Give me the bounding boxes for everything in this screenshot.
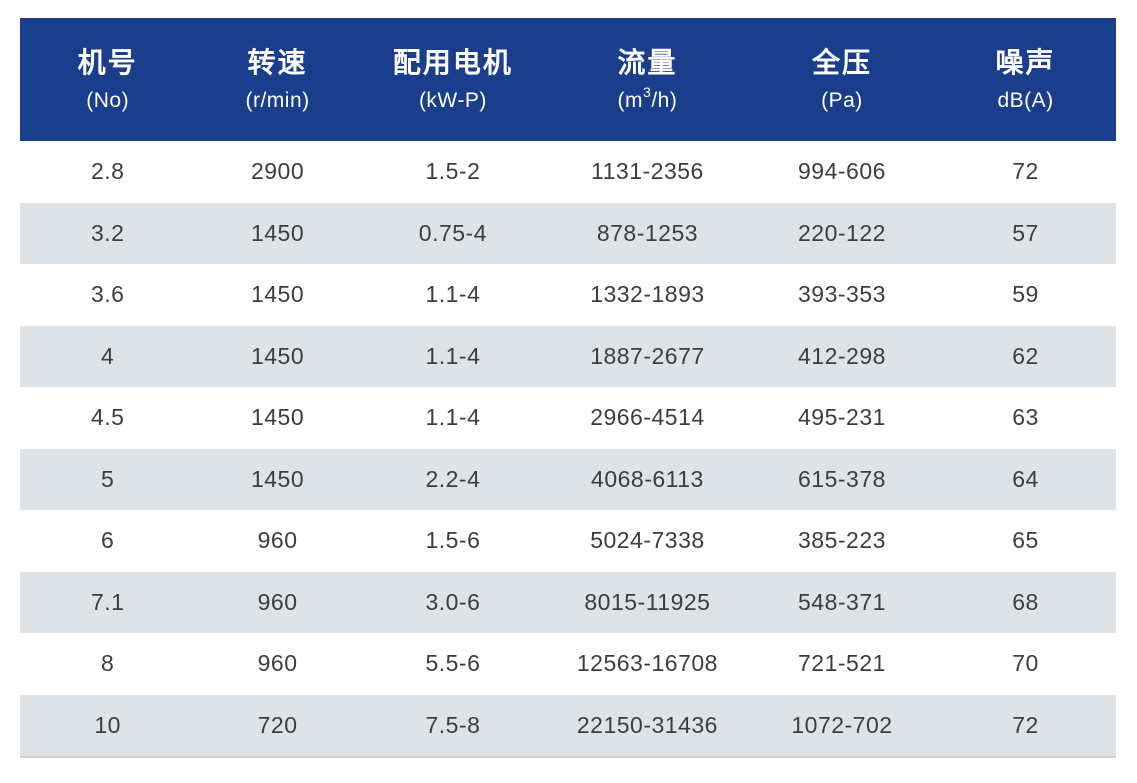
- table-cell: 4068-6113: [591, 465, 704, 492]
- table-cell: 65: [1012, 527, 1039, 554]
- table-cell: 57: [1012, 219, 1039, 246]
- table-cell: 721-521: [798, 650, 886, 677]
- table-row: 3.6 1450 1.1-4 1332-1893 393-353 59: [20, 264, 1116, 326]
- table-cell: 1.1-4: [425, 281, 481, 308]
- table-cell: 1450: [250, 465, 305, 492]
- table-cell: 72: [1012, 711, 1039, 738]
- table-cell: 1.5-2: [425, 158, 481, 185]
- table-cell: 63: [1012, 404, 1039, 431]
- col-unit: (No): [86, 88, 130, 112]
- table-cell: 1072-702: [791, 711, 893, 738]
- table-cell: 8015-11925: [584, 588, 711, 615]
- col-title: 噪声: [995, 46, 1056, 78]
- table-cell: 1.1-4: [425, 404, 481, 431]
- col-header-pressure: 全压 (Pa): [748, 18, 936, 141]
- table-cell: 4: [101, 342, 115, 369]
- table-cell: 1887-2677: [590, 342, 705, 369]
- table-row: 4.5 1450 1.1-4 2966-4514 495-231 63: [20, 387, 1116, 449]
- table-row: 2.8 2900 1.5-2 1131-2356 994-606 72: [20, 141, 1116, 203]
- table-cell: 1450: [250, 342, 305, 369]
- table-cell: 3.0-6: [425, 588, 481, 615]
- table-cell: 64: [1012, 465, 1039, 492]
- spec-table-container: 机号 (No) 转速 (r/min) 配用电机 (kW-P) 流量 (m3/h): [20, 18, 1116, 758]
- table-cell: 7.1: [90, 588, 125, 615]
- table-cell: 220-122: [798, 219, 886, 246]
- table-cell: 68: [1012, 588, 1039, 615]
- table-cell: 385-223: [798, 527, 886, 554]
- col-title: 流量: [617, 46, 678, 78]
- table-cell: 22150-31436: [576, 711, 718, 738]
- col-header-model-no: 机号 (No): [20, 18, 196, 141]
- col-header-noise: 噪声 dB(A): [935, 18, 1116, 141]
- table-cell: 4.5: [90, 404, 125, 431]
- table-row: 10 720 7.5-8 22150-31436 1072-702 72: [20, 694, 1116, 757]
- table-cell: 1450: [250, 404, 305, 431]
- col-title: 机号: [77, 46, 138, 78]
- table-cell: 72: [1012, 158, 1039, 185]
- table-cell: 994-606: [798, 158, 886, 185]
- col-header-airflow: 流量 (m3/h): [546, 18, 749, 141]
- table-cell: 59: [1012, 281, 1039, 308]
- table-cell: 0.75-4: [418, 219, 488, 246]
- table-cell: 1.1-4: [425, 342, 481, 369]
- table-row: 3.2 1450 0.75-4 878-1253 220-122 57: [20, 202, 1116, 264]
- table-cell: 1332-1893: [590, 281, 705, 308]
- table-cell: 548-371: [798, 588, 886, 615]
- table-cell: 5.5-6: [425, 650, 481, 677]
- table-cell: 1450: [250, 219, 305, 246]
- table-cell: 495-231: [798, 404, 886, 431]
- table-cell: 1450: [250, 281, 305, 308]
- table-cell: 3.2: [90, 219, 125, 246]
- table-cell: 878-1253: [596, 219, 699, 246]
- col-title: 全压: [811, 46, 872, 78]
- table-row: 5 1450 2.2-4 4068-6113 615-378 64: [20, 448, 1116, 510]
- fan-spec-table: 机号 (No) 转速 (r/min) 配用电机 (kW-P) 流量 (m3/h): [20, 18, 1116, 758]
- table-cell: 12563-16708: [576, 650, 718, 677]
- table-cell: 5: [101, 465, 115, 492]
- table-cell: 2.8: [90, 158, 125, 185]
- table-cell: 720: [257, 711, 298, 738]
- table-cell: 5024-7338: [590, 527, 705, 554]
- table-row: 6 960 1.5-6 5024-7338 385-223 65: [20, 510, 1116, 572]
- table-cell: 960: [257, 650, 298, 677]
- spec-table-header: 机号 (No) 转速 (r/min) 配用电机 (kW-P) 流量 (m3/h): [20, 18, 1116, 141]
- spec-table-body: 2.8 2900 1.5-2 1131-2356 994-606 72 3.2 1450 0.7…: [20, 141, 1116, 757]
- col-unit: (m3/h): [617, 83, 678, 112]
- table-cell: 1.5-6: [425, 527, 481, 554]
- table-cell: 70: [1012, 650, 1039, 677]
- col-header-motor: 配用电机 (kW-P): [359, 18, 547, 141]
- table-cell: 615-378: [798, 465, 886, 492]
- header-row: 机号 (No) 转速 (r/min) 配用电机 (kW-P) 流量 (m3/h): [20, 18, 1116, 141]
- table-cell: 10: [94, 711, 121, 738]
- col-title: 转速: [247, 46, 308, 78]
- table-row: 8 960 5.5-6 12563-16708 721-521 70: [20, 633, 1116, 695]
- table-row: 4 1450 1.1-4 1887-2677 412-298 62: [20, 325, 1116, 387]
- col-unit: dB(A): [997, 88, 1054, 112]
- table-cell: 412-298: [798, 342, 886, 369]
- table-cell: 2.2-4: [425, 465, 481, 492]
- table-cell: 1131-2356: [591, 158, 704, 185]
- table-cell: 7.5-8: [425, 711, 481, 738]
- table-cell: 8: [101, 650, 115, 677]
- table-row: 7.1 960 3.0-6 8015-11925 548-371 68: [20, 571, 1116, 633]
- col-unit: (kW-P): [418, 88, 487, 112]
- col-header-speed: 转速 (r/min): [195, 18, 360, 141]
- table-cell: 960: [257, 588, 298, 615]
- table-cell: 6: [101, 527, 115, 554]
- col-unit: (r/min): [245, 88, 310, 112]
- table-cell: 2966-4514: [590, 404, 705, 431]
- col-unit: (Pa): [821, 88, 863, 112]
- table-cell: 393-353: [798, 281, 886, 308]
- table-cell: 960: [257, 527, 298, 554]
- table-cell: 2900: [250, 158, 305, 185]
- col-title: 配用电机: [392, 46, 513, 78]
- table-cell: 3.6: [90, 281, 125, 308]
- table-cell: 62: [1012, 342, 1039, 369]
